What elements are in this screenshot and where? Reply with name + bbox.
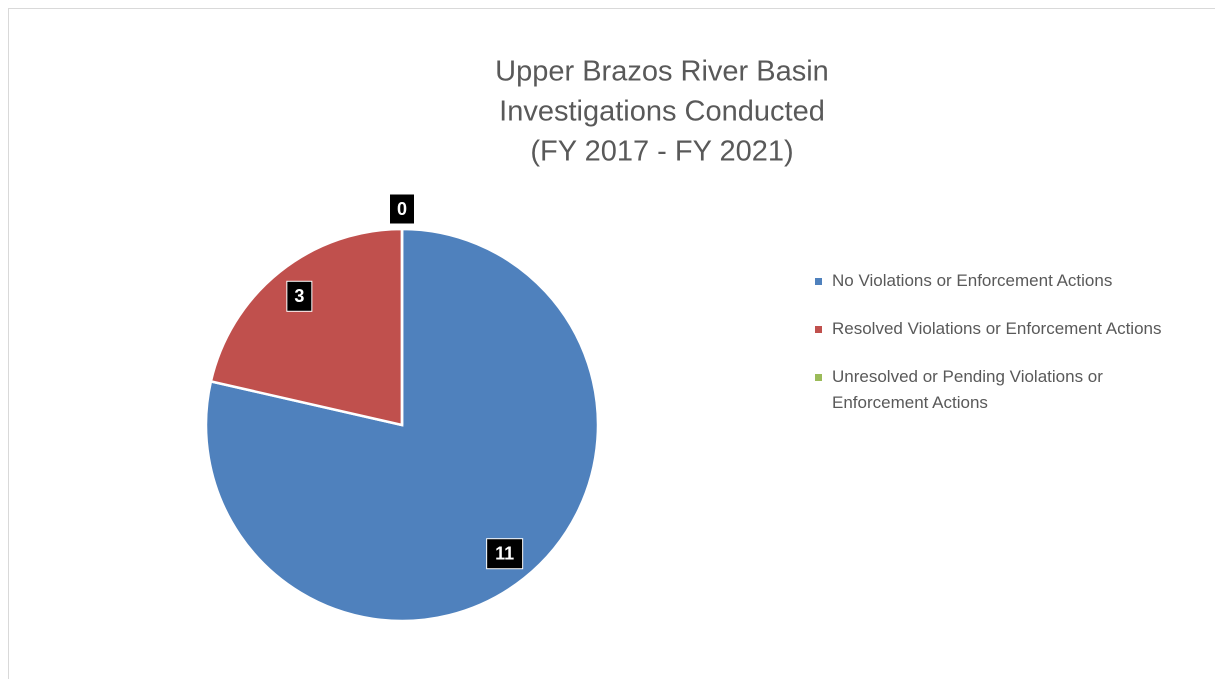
chart-border — [8, 8, 1215, 679]
legend-swatch — [815, 374, 822, 381]
legend-label: Unresolved or Pending Violations or Enfo… — [832, 367, 1103, 412]
data-label-box — [486, 538, 524, 570]
pie-slice — [204, 227, 600, 623]
legend-item: Resolved Violations or Enforcement Actio… — [812, 316, 1187, 342]
chart-title: (FY 2017 - FY 2021) — [530, 136, 793, 168]
legend-item: Unresolved or Pending Violations or Enfo… — [812, 364, 1187, 416]
data-label: 0 — [397, 199, 407, 219]
chart-title: Investigations Conducted — [499, 96, 825, 128]
legend-label: No Violations or Enforcement Actions — [832, 271, 1113, 290]
legend-label: Resolved Violations or Enforcement Actio… — [832, 319, 1162, 338]
data-label: 3 — [294, 286, 304, 306]
pie-slice — [209, 227, 404, 427]
legend-swatch — [815, 278, 822, 285]
legend-item: No Violations or Enforcement Actions — [812, 268, 1187, 294]
legend-swatch — [815, 326, 822, 333]
data-label-box — [389, 193, 415, 225]
legend: No Violations or Enforcement Actions Reso… — [812, 268, 1187, 438]
data-label: 11 — [495, 543, 514, 563]
chart-title: Upper Brazos River Basin — [495, 56, 829, 88]
data-label-box — [286, 280, 313, 312]
